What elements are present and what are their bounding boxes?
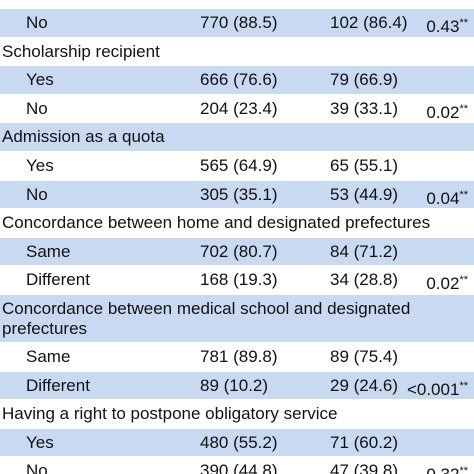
row-label: Yes	[26, 155, 54, 175]
p-value: 0.43	[426, 17, 460, 36]
row-label: Yes	[26, 432, 54, 452]
significance-mark: **	[459, 379, 468, 392]
row-label: Different	[26, 375, 90, 395]
significance-mark: **	[459, 17, 468, 29]
significance-mark: **	[459, 274, 468, 287]
row-label: Concordance between medical school and d…	[2, 298, 411, 338]
p-value: 0.02	[426, 274, 460, 294]
count-cell: 565 (64.9)	[200, 155, 278, 175]
data-row: No 390 (44.8) 47 (39.8) 0.32**	[0, 457, 474, 474]
p-value-cell: 0.02**	[426, 270, 468, 294]
row-label: Scholarship recipient	[2, 41, 160, 61]
count-cell: 65 (55.1)	[330, 155, 399, 175]
significance-mark: **	[459, 188, 468, 201]
p-value-cell: 0.32**	[426, 461, 468, 474]
row-label: No	[26, 98, 48, 118]
p-value: 0.32	[426, 465, 459, 474]
p-value: <0.001	[406, 379, 460, 399]
significance-mark: **	[459, 465, 468, 474]
section-row: Scholarship recipient	[0, 38, 474, 67]
data-row: No 770 (88.5) 102 (86.4) 0.43**	[0, 9, 474, 38]
row-label: No	[26, 184, 48, 204]
count-cell: 29 (24.6)	[330, 375, 399, 395]
data-row: Same 702 (80.7) 84 (71.2)	[0, 237, 474, 267]
section-row: Having a right to postpone obligatory se…	[0, 400, 474, 429]
count-cell: 84 (71.2)	[330, 241, 399, 261]
data-row: Yes 666 (76.6) 79 (66.9)	[0, 66, 474, 95]
section-row: Concordance between home and designated …	[0, 209, 474, 238]
count-cell: 102 (86.4)	[330, 13, 408, 32]
row-label: No	[26, 461, 48, 474]
count-cell: 781 (89.8)	[200, 346, 278, 366]
p-value: 0.04	[426, 188, 460, 208]
row-label: Having a right to postpone obligatory se…	[2, 404, 338, 424]
row-label: Admission as a quota	[2, 127, 165, 147]
data-row: Yes 480 (55.2) 71 (60.2)	[0, 428, 474, 458]
p-value-cell: 0.02**	[426, 99, 468, 123]
data-row: Different 168 (19.3) 34 (28.8) 0.02**	[0, 266, 474, 295]
cropped-row	[0, 0, 474, 9]
count-cell: 666 (76.6)	[200, 70, 278, 90]
row-label: Concordance between home and designated …	[2, 213, 431, 233]
data-row: No 204 (23.4) 39 (33.1) 0.02**	[0, 95, 474, 124]
row-label: Yes	[26, 70, 54, 90]
row-label: Same	[26, 241, 71, 261]
significance-mark: **	[459, 102, 468, 115]
data-row: No 305 (35.1) 53 (44.9) 0.04**	[0, 180, 474, 210]
count-cell: 702 (80.7)	[200, 241, 278, 261]
count-cell: 480 (55.2)	[200, 432, 278, 452]
count-cell: 89 (10.2)	[200, 375, 269, 395]
count-cell: 390 (44.8)	[200, 461, 278, 474]
data-row: Different 89 (10.2) 29 (24.6) <0.001**	[0, 371, 474, 401]
section-row: Concordance between medical school and d…	[0, 294, 474, 343]
row-label: Same	[26, 346, 71, 366]
p-value: 0.02	[426, 102, 460, 122]
count-cell: 168 (19.3)	[200, 270, 278, 290]
data-row: Yes 565 (64.9) 65 (55.1)	[0, 152, 474, 181]
p-value-cell: 0.04**	[426, 185, 468, 209]
p-value-cell: <0.001**	[407, 376, 468, 400]
count-cell: 79 (66.9)	[330, 70, 399, 90]
p-value-cell: 0.43**	[426, 13, 468, 37]
data-row: Same 781 (89.8) 89 (75.4)	[0, 343, 474, 372]
count-cell: 305 (35.1)	[200, 184, 278, 204]
count-cell: 770 (88.5)	[200, 13, 278, 32]
count-cell: 71 (60.2)	[330, 432, 399, 452]
count-cell: 47 (39.8)	[330, 461, 399, 474]
count-cell: 53 (44.9)	[330, 184, 399, 204]
row-label: Different	[26, 270, 90, 290]
count-cell: 39 (33.1)	[330, 98, 399, 118]
section-row: Admission as a quota	[0, 123, 474, 152]
count-cell: 89 (75.4)	[330, 346, 399, 366]
count-cell: 34 (28.8)	[330, 270, 399, 290]
row-label: No	[26, 13, 48, 32]
count-cell: 204 (23.4)	[200, 98, 278, 118]
